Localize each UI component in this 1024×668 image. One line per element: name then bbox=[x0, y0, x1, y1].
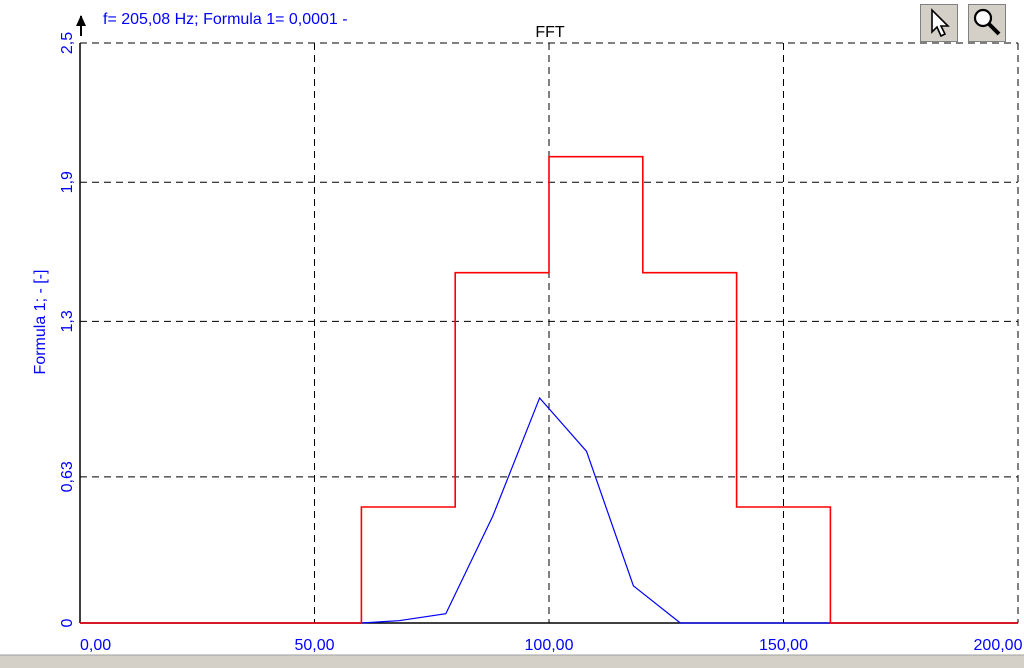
arrow-cursor-icon bbox=[931, 8, 950, 38]
x-tick-label: 100,00 bbox=[525, 637, 574, 654]
x-tick-label: 0,00 bbox=[80, 637, 111, 654]
axes bbox=[0, 43, 1024, 668]
up-arrow-icon bbox=[76, 15, 86, 36]
series-layer[interactable] bbox=[79, 155, 1019, 624]
y-tick-label: 0,63 bbox=[59, 461, 76, 492]
y-axis-label: Formula 1; - [-] bbox=[32, 270, 49, 375]
cursor-readout: f= 205,08 Hz; Formula 1= 0,0001 - bbox=[103, 11, 348, 28]
series-line-1[interactable] bbox=[80, 396, 1018, 624]
tick-labels: 0,00 50,00 100,00 150,00 200,00 0 0,63 1,3 1,9 2,… bbox=[59, 32, 1023, 654]
x-tick-label: 150,00 bbox=[759, 637, 808, 654]
grid bbox=[80, 42, 1019, 623]
y-tick-label: 2,5 bbox=[59, 32, 76, 54]
y-tick-label: 0 bbox=[59, 618, 76, 627]
window-bottom-bar bbox=[0, 655, 1024, 668]
x-tick-label: 50,00 bbox=[294, 637, 334, 654]
zoom-tool-button[interactable] bbox=[968, 4, 1006, 42]
y-tick-label: 1,3 bbox=[59, 310, 76, 332]
cursor-tool-button[interactable] bbox=[920, 4, 958, 42]
y-tick-label: 1,9 bbox=[59, 171, 76, 193]
series-line-2[interactable] bbox=[80, 155, 1018, 624]
chart-title: FFT bbox=[535, 24, 565, 41]
magnifier-zoom-icon bbox=[973, 8, 1001, 36]
x-tick-label: 200,00 bbox=[974, 637, 1023, 654]
